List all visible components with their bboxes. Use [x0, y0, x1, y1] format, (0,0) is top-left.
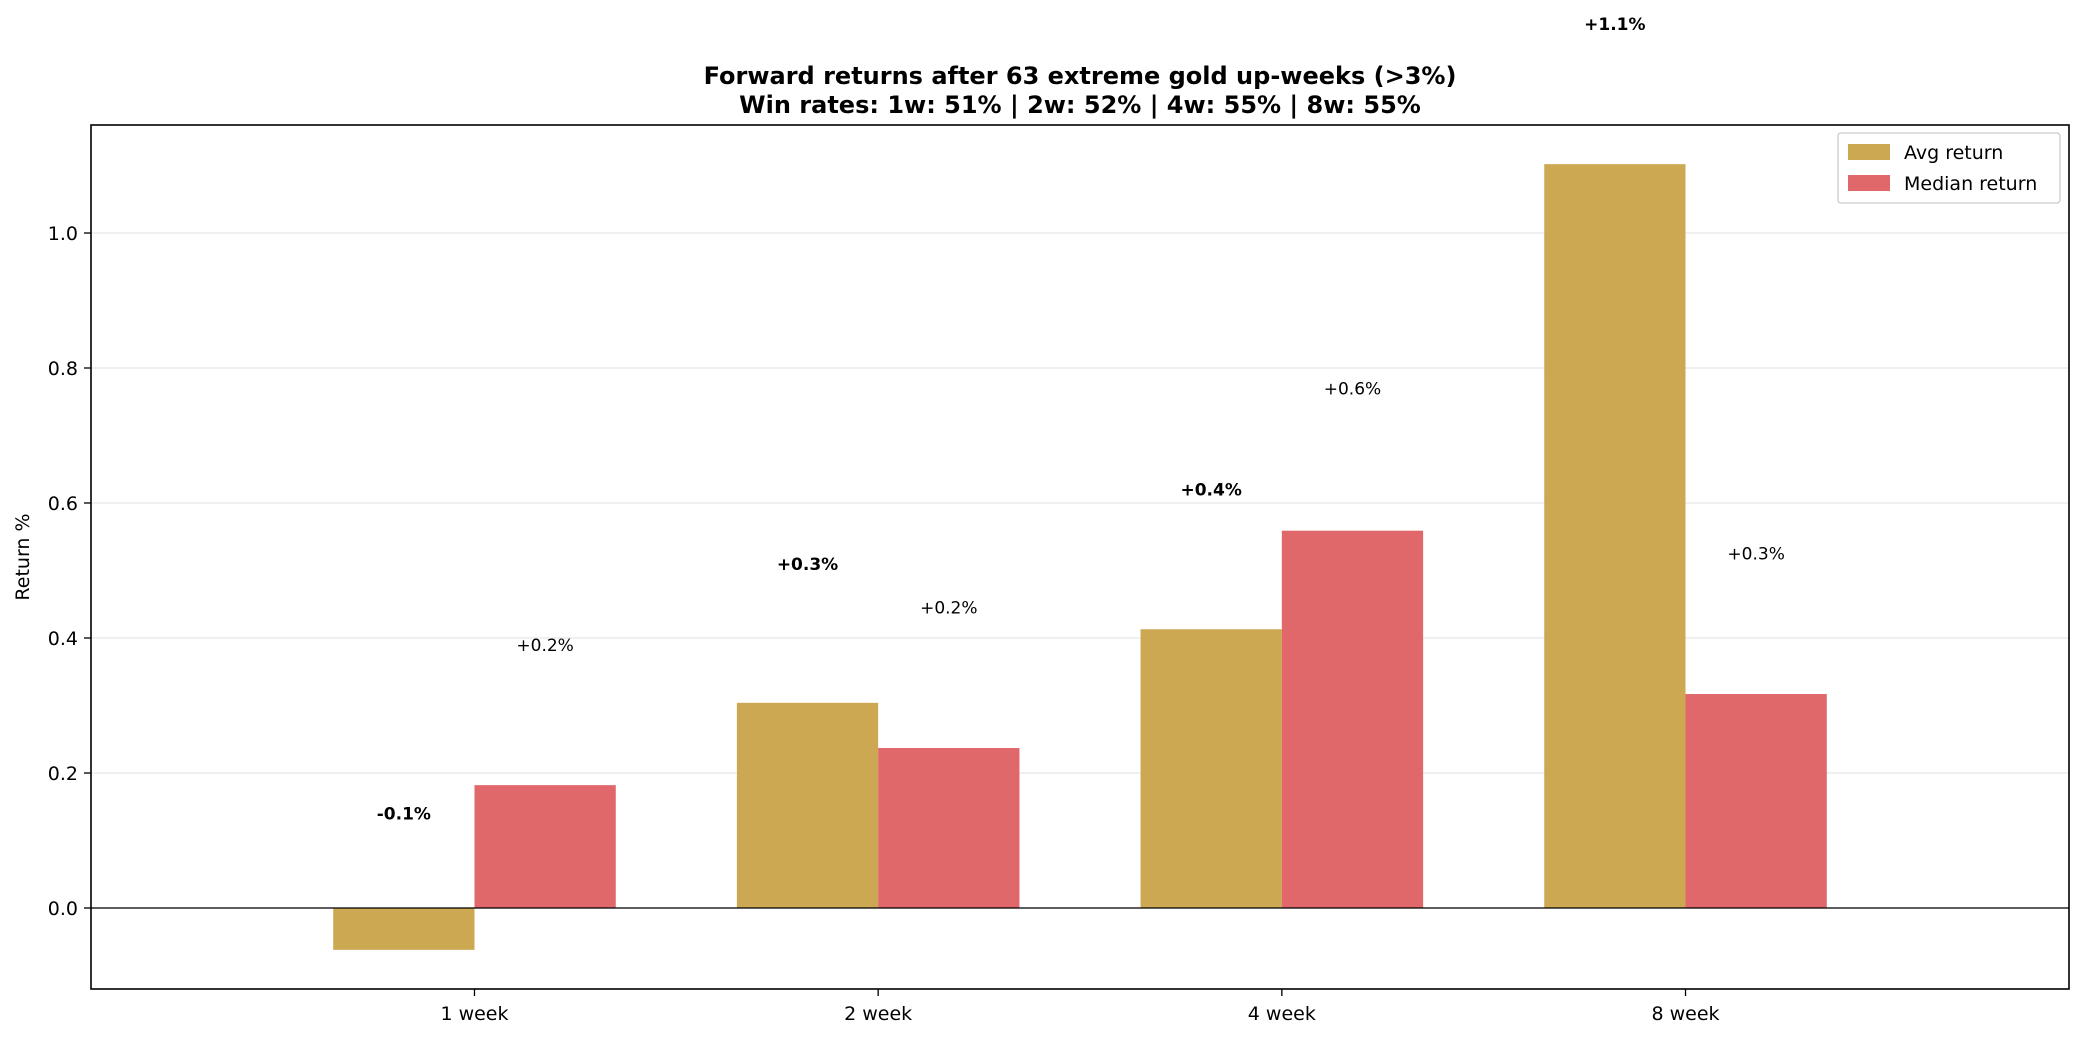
- legend-swatch-median-return: [1848, 175, 1890, 191]
- y-tick-label: 0.8: [48, 358, 78, 380]
- legend-label-avg-return: Avg return: [1904, 142, 2003, 164]
- value-label: +0.2%: [516, 636, 573, 656]
- x-tick-label: 4 week: [1248, 1003, 1316, 1025]
- x-axis-ticks: 1 week 2 week 4 week 8 week: [440, 989, 1720, 1025]
- y-tick-label: 0.4: [48, 628, 78, 650]
- bar-layer: [333, 164, 1827, 950]
- bar-avg-return: [1140, 629, 1282, 908]
- bar-avg-return: [333, 908, 475, 950]
- bar-median-return: [1685, 694, 1827, 908]
- value-label-layer: -0.1% +0.3% +0.4% +1.1% +0.2% +0.2% +0.6% +0.3%: [377, 15, 1785, 825]
- x-tick-label: 1 week: [440, 1003, 508, 1025]
- y-axis-label: Return %: [12, 513, 34, 600]
- bar-avg-return: [1544, 164, 1686, 908]
- chart-title: Forward returns after 63 extreme gold up…: [704, 62, 1457, 90]
- bar-median-return: [878, 748, 1020, 908]
- legend-box: [1837, 132, 2061, 204]
- bar-median-return: [474, 785, 616, 908]
- bar-median-return: [1281, 530, 1424, 908]
- value-label: +0.6%: [1324, 379, 1381, 399]
- legend-label-median-return: Median return: [1904, 173, 2037, 195]
- value-label: +1.1%: [1584, 15, 1645, 35]
- value-label: +0.2%: [920, 599, 977, 619]
- bar-avg-return: [736, 702, 879, 908]
- x-tick-label: 2 week: [844, 1003, 912, 1025]
- plot-frame: [90, 124, 2070, 990]
- y-tick-label: 0.0: [48, 898, 78, 920]
- value-label: +0.4%: [1180, 481, 1241, 501]
- x-tick-label: 8 week: [1651, 1003, 1719, 1025]
- legend-swatch-avg-return: [1848, 144, 1890, 160]
- y-tick-label: 0.6: [48, 493, 78, 515]
- chart-subtitle: Win rates: 1w: 51% | 2w: 52% | 4w: 55% |…: [739, 91, 1421, 119]
- y-tick-label: 1.0: [48, 223, 78, 245]
- y-axis-ticks: 0.0 0.2 0.4 0.6 0.8 1.0: [48, 223, 91, 920]
- value-label: -0.1%: [377, 805, 431, 825]
- legend: Avg return Median return: [1837, 132, 2061, 204]
- value-label: +0.3%: [1727, 545, 1784, 565]
- y-tick-label: 0.2: [48, 763, 78, 785]
- value-label: +0.3%: [777, 555, 838, 575]
